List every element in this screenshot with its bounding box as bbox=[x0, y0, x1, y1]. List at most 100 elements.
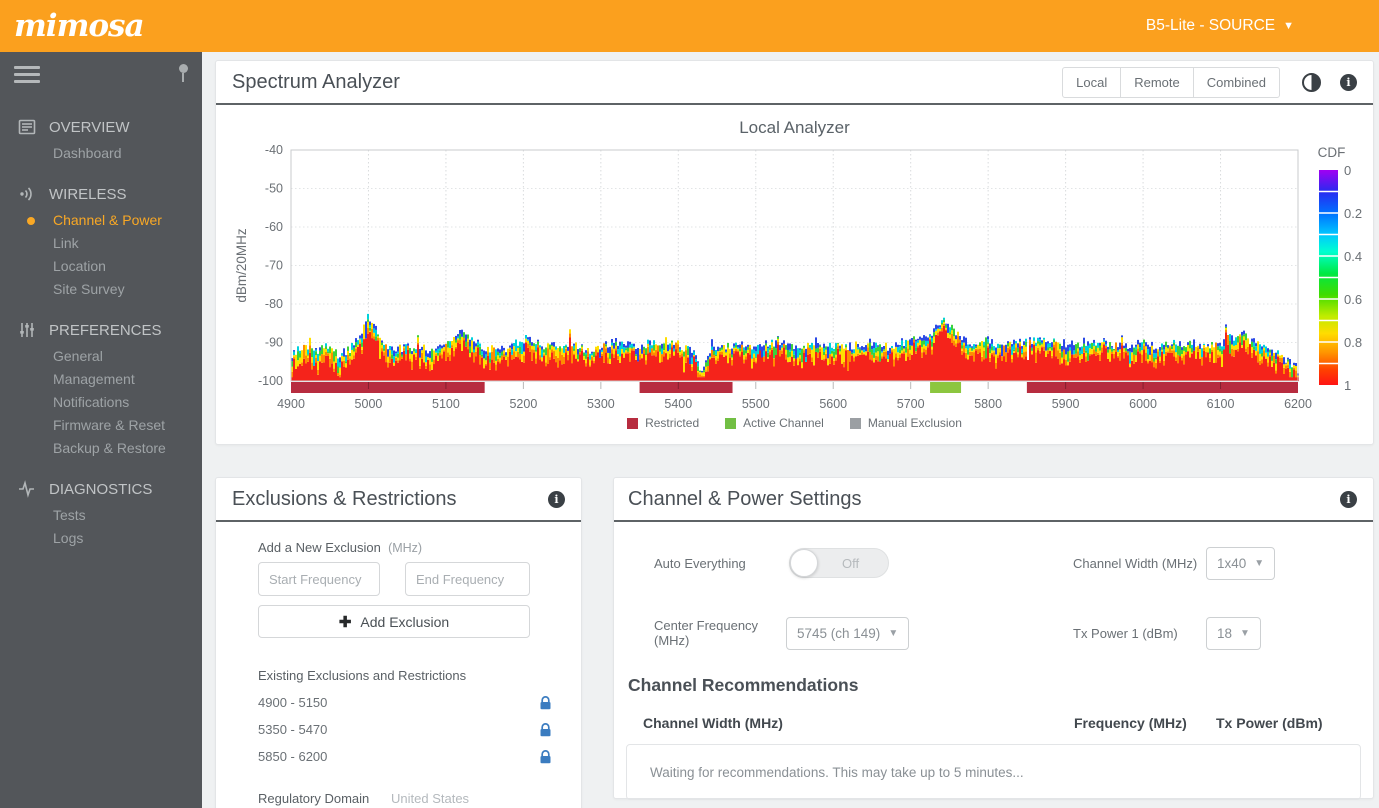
sidebar-item-location[interactable]: Location bbox=[53, 258, 106, 274]
sidebar-header-diagnostics[interactable]: DIAGNOSTICS bbox=[0, 476, 202, 502]
local-view-button[interactable]: Local bbox=[1062, 66, 1122, 98]
sidebar-item-site-survey[interactable]: Site Survey bbox=[53, 281, 125, 297]
regulatory-domain-row: Regulatory Domain United States bbox=[258, 791, 581, 806]
active-channel-band bbox=[930, 382, 962, 393]
x-tick-label: 5100 bbox=[432, 397, 460, 411]
waiting-text: Waiting for recommendations. This may ta… bbox=[650, 764, 1024, 780]
x-tick-label: 4900 bbox=[277, 397, 305, 411]
channel-panel-title: Channel & Power Settings bbox=[628, 487, 862, 510]
col-channel-width: Channel Width (MHz) bbox=[643, 715, 783, 731]
colorbar-tick-label: 0.6 bbox=[1344, 292, 1362, 307]
sidebar-item-dashboard[interactable]: Dashboard bbox=[53, 145, 122, 161]
exclusion-range: 5350 - 5470 bbox=[258, 722, 328, 737]
spectrum-analyzer-panel: Spectrum Analyzer Local Remote Combined … bbox=[215, 60, 1374, 445]
legend-item-active-channel: Active Channel bbox=[725, 416, 824, 430]
sidebar-header-preferences[interactable]: PREFERENCES bbox=[0, 317, 202, 343]
x-tick-label: 5300 bbox=[587, 397, 615, 411]
remote-view-button[interactable]: Remote bbox=[1120, 66, 1194, 98]
info-icon[interactable]: i bbox=[1340, 490, 1357, 508]
add-exclusion-label: Add a New Exclusion (MHz) bbox=[258, 540, 423, 555]
device-selector-dropdown[interactable]: B5-Lite - SOURCE ▼ bbox=[1146, 0, 1294, 52]
legend-label: Manual Exclusion bbox=[867, 416, 962, 430]
sidebar-item-management[interactable]: Management bbox=[53, 371, 135, 387]
x-tick-label: 5400 bbox=[664, 397, 692, 411]
chevron-down-icon: ▼ bbox=[1254, 557, 1265, 569]
combined-view-button[interactable]: Combined bbox=[1192, 66, 1280, 98]
y-tick-label: -100 bbox=[258, 374, 283, 388]
x-tick-label: 6000 bbox=[1129, 397, 1157, 411]
x-tick-label: 5800 bbox=[974, 397, 1002, 411]
spectrum-panel-header: Spectrum Analyzer Local Remote Combined … bbox=[216, 61, 1373, 105]
nav-section-preferences: PREFERENCES General Management Notificat… bbox=[0, 317, 202, 460]
sidebar-item-link[interactable]: Link bbox=[53, 235, 79, 251]
sidebar-item-logs[interactable]: Logs bbox=[53, 530, 84, 546]
sidebar-item-backup-restore[interactable]: Backup & Restore bbox=[53, 440, 166, 456]
auto-everything-toggle[interactable]: Off bbox=[789, 548, 889, 578]
legend-swatch bbox=[627, 417, 639, 429]
restricted-band bbox=[291, 382, 485, 393]
mimosa-logo: mimosa bbox=[14, 8, 145, 44]
recommendations-waiting-box: Waiting for recommendations. This may ta… bbox=[626, 744, 1361, 800]
legend-label: Active Channel bbox=[743, 416, 824, 430]
colorbar-tick-label: 0 bbox=[1344, 163, 1351, 178]
spectrum-bars bbox=[291, 313, 1299, 381]
exclusion-row: 5850 - 6200 bbox=[258, 749, 552, 764]
nav-section-wireless: WIRELESS Channel & Power Link Location S… bbox=[0, 181, 202, 301]
sidebar-item-notifications[interactable]: Notifications bbox=[53, 394, 130, 410]
add-exclusion-button[interactable]: ✚ Add Exclusion bbox=[258, 605, 530, 638]
exclusion-row: 5350 - 5470 bbox=[258, 722, 552, 737]
restricted-band bbox=[639, 382, 733, 393]
lock-icon bbox=[540, 695, 551, 709]
frequency-bands bbox=[291, 382, 1298, 393]
exclusions-panel: Exclusions & Restrictions i Add a New Ex… bbox=[215, 477, 582, 808]
preferences-icon bbox=[20, 323, 34, 337]
x-tick-label: 6100 bbox=[1207, 397, 1235, 411]
channel-recommendations-title: Channel Recommendations bbox=[628, 675, 859, 695]
spectrum-chart: Local Analyzer -40 -50 -60 -70 -80 -90 -100 4900… bbox=[216, 105, 1373, 430]
device-selector-label: B5-Lite - SOURCE bbox=[1145, 17, 1276, 34]
add-exclusion-unit: (MHz) bbox=[388, 541, 423, 555]
exclusions-panel-header: Exclusions & Restrictions i bbox=[216, 478, 581, 522]
active-bullet bbox=[27, 217, 35, 225]
start-frequency-input[interactable] bbox=[258, 562, 380, 596]
regulatory-domain-label: Regulatory Domain bbox=[258, 791, 370, 806]
colorbar-tick-label: 0.2 bbox=[1344, 206, 1362, 221]
center-frequency-select[interactable]: 5745 (ch 149) ▼ bbox=[786, 616, 910, 650]
top-header: mimosa B5-Lite - SOURCE ▼ bbox=[0, 0, 1379, 52]
sidebar-header-wireless[interactable]: WIRELESS bbox=[0, 181, 202, 207]
colorbar-tick-label: 0.4 bbox=[1344, 249, 1362, 264]
tx-power-select[interactable]: 18 ▼ bbox=[1206, 616, 1261, 650]
col-frequency: Frequency (MHz) bbox=[1074, 715, 1187, 731]
chevron-down-icon: ▼ bbox=[888, 627, 899, 639]
legend-item-manual-exclusion: Manual Exclusion bbox=[849, 416, 962, 430]
x-tick-label: 5700 bbox=[897, 397, 925, 411]
hamburger-menu-icon[interactable] bbox=[14, 66, 40, 87]
colorbar-tick-label: 1 bbox=[1344, 378, 1351, 393]
y-tick-label: -70 bbox=[265, 259, 283, 273]
y-tick-label: -60 bbox=[265, 220, 283, 234]
sidebar-header-overview[interactable]: OVERVIEW bbox=[0, 114, 202, 140]
info-icon[interactable]: i bbox=[548, 490, 565, 508]
exclusion-row: 4900 - 5150 bbox=[258, 695, 552, 710]
overview-icon bbox=[18, 119, 36, 135]
chevron-down-icon: ▼ bbox=[1283, 20, 1294, 32]
channel-panel-header: Channel & Power Settings i bbox=[614, 478, 1373, 522]
toggle-knob bbox=[790, 549, 818, 577]
sidebar-item-channel-power[interactable]: Channel & Power bbox=[0, 209, 202, 232]
info-icon[interactable]: i bbox=[1340, 73, 1357, 91]
sidebar-item-firmware-reset[interactable]: Firmware & Reset bbox=[53, 417, 166, 433]
sidebar-item-tests[interactable]: Tests bbox=[53, 507, 86, 523]
auto-everything-label: Auto Everything bbox=[654, 555, 746, 571]
contrast-toggle-icon[interactable] bbox=[1302, 72, 1321, 92]
restricted-band bbox=[1026, 382, 1298, 393]
x-tick-label: 5600 bbox=[819, 397, 847, 411]
sidebar-item-general[interactable]: General bbox=[53, 348, 103, 364]
pin-icon[interactable] bbox=[178, 64, 188, 86]
y-tick-label: -40 bbox=[265, 143, 283, 157]
colorbar-title: CDF bbox=[1318, 145, 1346, 160]
x-tick-label: 5500 bbox=[742, 397, 770, 411]
end-frequency-input[interactable] bbox=[405, 562, 530, 596]
center-frequency-label: Center Frequency (MHz) bbox=[654, 618, 759, 648]
channel-width-select[interactable]: 1x40 ▼ bbox=[1206, 546, 1276, 580]
recommendations-table-header: Channel Width (MHz) Frequency (MHz) Tx P… bbox=[614, 715, 1373, 735]
